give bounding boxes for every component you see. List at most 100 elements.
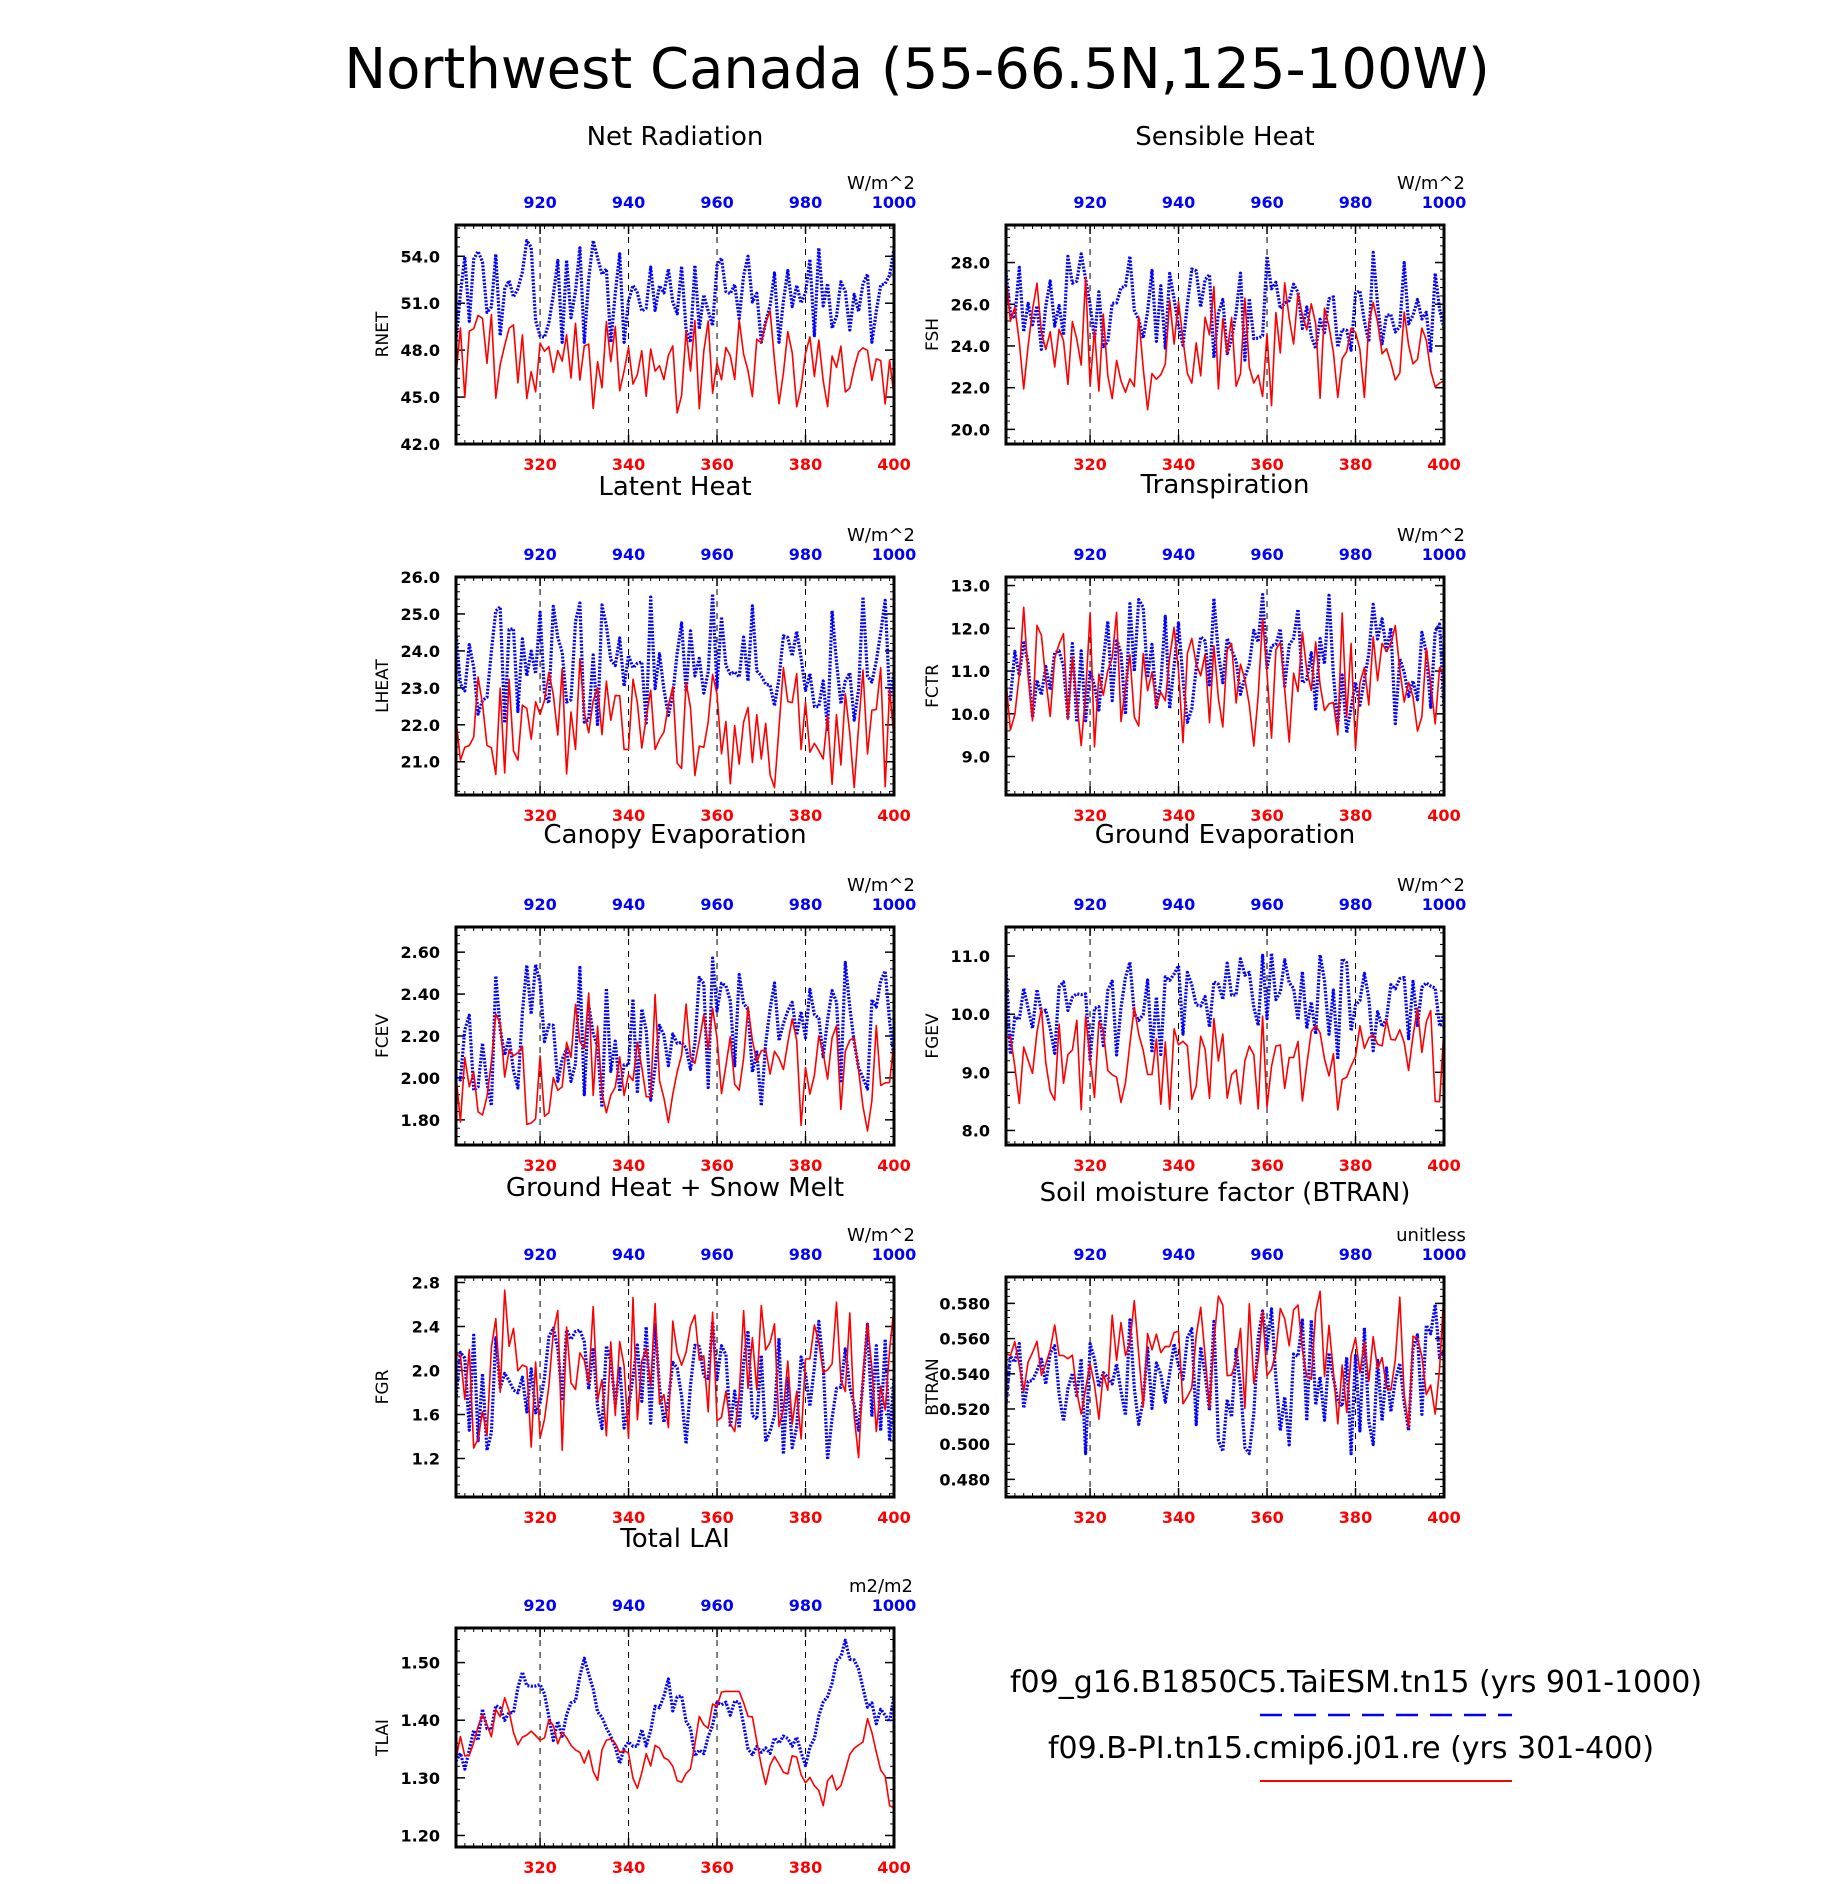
y-tick-label: 45.0 [401, 388, 440, 407]
x-top-tick-label: 980 [1339, 545, 1372, 564]
x-bottom-tick-label: 380 [789, 1156, 822, 1175]
y-tick-label: 2.60 [401, 943, 440, 962]
plot-frame [454, 925, 896, 1147]
series-line-case [1005, 592, 1446, 735]
y-axis-label: FCEV [373, 1014, 393, 1058]
y-tick-label: 0.500 [939, 1435, 990, 1454]
y-tick-label: 28.0 [951, 254, 990, 273]
y-tick-label: 48.0 [401, 341, 440, 360]
legend-ref-label: f09.B-PI.tn15.cmip6.j01.re (yrs 301-400) [1048, 1731, 1654, 1766]
y-tick-label: 1.6 [412, 1406, 440, 1425]
x-top-tick-label: 960 [700, 1596, 733, 1615]
panel-title: Soil moisture factor (BTRAN) [1040, 1178, 1411, 1208]
x-top-tick-label: 940 [1162, 895, 1195, 914]
y-tick-label: 12.0 [951, 619, 990, 638]
legend: f09_g16.B1850C5.TaiESM.tn15 (yrs 901-100… [1010, 1665, 1702, 1782]
x-top-tick-label: 980 [1339, 1245, 1372, 1264]
y-tick-label: 22.0 [401, 716, 440, 735]
y-tick-label: 1.40 [401, 1711, 440, 1730]
x-bottom-tick-label: 380 [789, 455, 822, 474]
y-tick-label: 2.8 [412, 1274, 440, 1293]
y-tick-label: 0.580 [939, 1294, 990, 1313]
y-tick-label: 24.0 [951, 337, 990, 356]
x-bottom-tick-label: 360 [1250, 455, 1283, 474]
series-line-case [1004, 250, 1446, 362]
y-tick-label: 0.560 [939, 1330, 990, 1349]
panel-fgr: Ground Heat + Snow Melt W/m^2 320 340 360 380… [373, 1173, 916, 1527]
panel-fcev: Canopy Evaporation W/m^2 320 340 360 380 400 92… [373, 820, 916, 1175]
units-label: W/m^2 [1397, 173, 1465, 194]
x-bottom-tick-label: 340 [612, 1858, 645, 1877]
y-tick-label: 22.0 [951, 379, 990, 398]
series-line-ref [455, 657, 895, 789]
x-top-tick-label: 1000 [872, 545, 917, 564]
plot-frame [1004, 1275, 1446, 1499]
x-top-tick-label: 980 [789, 1245, 822, 1264]
x-top-tick-label: 960 [700, 193, 733, 212]
x-bottom-tick-label: 400 [1427, 806, 1460, 825]
x-top-tick-label: 980 [789, 193, 822, 212]
x-bottom-tick-label: 340 [1162, 1508, 1195, 1527]
panel-lheat: Latent Heat W/m^2 320 340 360 380 400 920 940 960… [373, 472, 916, 825]
series-line-case [454, 592, 896, 732]
x-bottom-tick-label: 360 [700, 455, 733, 474]
x-bottom-tick-label: 320 [523, 1156, 556, 1175]
units-label: unitless [1396, 1225, 1466, 1246]
y-tick-label: 21.0 [401, 753, 440, 772]
x-bottom-tick-label: 400 [877, 1508, 910, 1527]
y-tick-label: 2.40 [401, 985, 440, 1004]
plot-frame [454, 223, 896, 446]
series-line-ref [1005, 1290, 1445, 1429]
y-tick-label: 11.0 [951, 947, 990, 966]
y-tick-label: 24.0 [401, 642, 440, 661]
series-line-case [454, 1638, 896, 1771]
y-tick-label: 9.0 [962, 1063, 990, 1082]
x-top-tick-label: 920 [1073, 545, 1106, 564]
y-tick-label: 54.0 [401, 247, 440, 266]
series-line-case [1004, 1302, 1446, 1456]
y-tick-label: 25.0 [401, 605, 440, 624]
x-bottom-tick-label: 320 [1073, 1508, 1106, 1527]
panel-title: Latent Heat [598, 472, 751, 502]
x-top-tick-label: 980 [1339, 895, 1372, 914]
x-top-tick-label: 980 [1339, 193, 1372, 212]
y-axis-label: FCTR [923, 664, 943, 708]
x-bottom-tick-label: 360 [1250, 806, 1283, 825]
plot-frame [1004, 575, 1446, 797]
x-top-tick-label: 980 [789, 895, 822, 914]
x-bottom-tick-label: 380 [1339, 455, 1372, 474]
x-bottom-tick-label: 400 [1427, 1508, 1460, 1527]
y-axis-label: FGEV [923, 1013, 943, 1059]
y-tick-label: 23.0 [401, 679, 440, 698]
x-top-tick-label: 960 [700, 895, 733, 914]
x-top-tick-label: 1000 [872, 193, 917, 212]
x-bottom-tick-label: 320 [523, 1858, 556, 1877]
plot-frame [454, 575, 896, 797]
y-tick-label: 2.20 [401, 1027, 440, 1046]
series-line-ref [455, 1289, 895, 1459]
x-top-tick-label: 1000 [872, 895, 917, 914]
x-bottom-tick-label: 380 [789, 1858, 822, 1877]
y-tick-label: 1.20 [401, 1826, 440, 1845]
panel-fsh: Sensible Heat W/m^2 320 340 360 380 400 920 940 9… [923, 122, 1466, 474]
x-top-tick-label: 940 [1162, 545, 1195, 564]
x-bottom-tick-label: 320 [1073, 806, 1106, 825]
units-label: W/m^2 [1397, 525, 1465, 546]
x-bottom-tick-label: 400 [877, 806, 910, 825]
y-tick-label: 8.0 [962, 1121, 990, 1140]
series-line-ref [455, 992, 895, 1132]
x-bottom-tick-label: 400 [877, 455, 910, 474]
series-line-ref [1005, 606, 1445, 750]
panel-title: Canopy Evaporation [543, 820, 806, 850]
x-bottom-tick-label: 400 [1427, 455, 1460, 474]
x-bottom-tick-label: 400 [877, 1858, 910, 1877]
y-tick-label: 10.0 [951, 705, 990, 724]
y-tick-label: 26.0 [951, 295, 990, 314]
x-bottom-tick-label: 360 [1250, 1508, 1283, 1527]
series-line-ref [455, 309, 895, 414]
x-top-tick-label: 920 [1073, 895, 1106, 914]
x-top-tick-label: 940 [612, 1596, 645, 1615]
units-label: m2/m2 [849, 1576, 913, 1597]
units-label: W/m^2 [847, 173, 915, 194]
x-bottom-tick-label: 320 [1073, 1156, 1106, 1175]
